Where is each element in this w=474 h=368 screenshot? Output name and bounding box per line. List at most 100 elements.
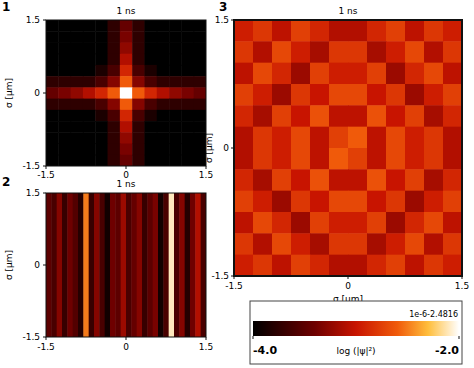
heatmap-cell xyxy=(169,99,182,111)
heatmap-cell xyxy=(405,255,425,276)
heatmap-cell xyxy=(181,121,194,133)
heatmap-cell xyxy=(71,110,84,122)
heatmap-cell xyxy=(46,65,59,77)
heatmap-cell xyxy=(367,63,387,85)
heatmap-cell xyxy=(424,148,444,170)
heatmap-cell xyxy=(94,193,100,337)
heatmap-cell xyxy=(153,193,159,337)
heatmap-cell xyxy=(120,144,133,156)
heatmap-cell xyxy=(181,20,194,32)
heatmap-cell xyxy=(179,193,185,337)
heatmap-cell xyxy=(120,20,133,32)
heatmap-cell xyxy=(367,41,387,63)
y-tick-label: -1.5 xyxy=(22,332,40,342)
heatmap-cell xyxy=(181,155,194,166)
y-tick-label: 1.5 xyxy=(26,15,40,25)
heatmap-cell xyxy=(291,20,311,42)
heatmap-cell xyxy=(310,191,330,213)
heatmap-cell xyxy=(89,193,95,337)
heatmap-cell xyxy=(73,193,79,337)
heatmap-cell xyxy=(58,87,71,99)
heatmap-cell xyxy=(132,31,145,43)
heatmap-cell xyxy=(194,42,206,54)
colorbar-label: log (|ψ|²) xyxy=(336,346,375,356)
heatmap-cell xyxy=(132,20,145,32)
heatmap-cell xyxy=(386,255,406,276)
heatmap-cell xyxy=(405,191,425,213)
heatmap-cell xyxy=(234,169,254,191)
heatmap-cell xyxy=(194,110,206,122)
heatmap-cell xyxy=(95,155,108,166)
heatmap-cell xyxy=(386,169,406,191)
heatmap-cell xyxy=(386,127,406,149)
heatmap-cell xyxy=(108,121,121,133)
heatmap-cell xyxy=(253,84,273,106)
heatmap-cell xyxy=(367,84,387,106)
heatmap-cell xyxy=(195,193,201,337)
heatmap-cell xyxy=(132,121,145,133)
y-tick-label: 1.5 xyxy=(26,188,40,198)
x-tick-label: 0 xyxy=(123,342,129,352)
heatmap-cell xyxy=(181,99,194,111)
heatmap-cell xyxy=(108,31,121,43)
heatmap-cell xyxy=(83,20,96,32)
heatmap-cell xyxy=(144,99,157,111)
heatmap-cell xyxy=(234,41,254,63)
plot-frame xyxy=(234,20,462,276)
heatmap-cell xyxy=(105,193,111,337)
heatmap-cell xyxy=(234,127,254,149)
heatmap-cell xyxy=(291,63,311,85)
heatmap-cell xyxy=(405,63,425,85)
title: 1 ns xyxy=(339,6,358,16)
heatmap-cell xyxy=(71,20,84,32)
heatmap-cell xyxy=(58,76,71,88)
heatmap-cell xyxy=(194,65,206,77)
heatmap-cell xyxy=(83,99,96,111)
heatmap-cell xyxy=(329,233,349,255)
heatmap-cell xyxy=(144,31,157,43)
heatmap-cell xyxy=(144,87,157,99)
y-tick-label: -1.5 xyxy=(22,161,40,171)
heatmap-cell xyxy=(310,255,330,276)
heatmap-cell xyxy=(120,54,133,66)
heatmap-cell xyxy=(405,105,425,127)
x-tick-label: 0 xyxy=(345,281,351,291)
x-tick xyxy=(206,166,207,169)
heatmap-cell xyxy=(386,233,406,255)
heatmap-cell xyxy=(169,87,182,99)
heatmap-cell xyxy=(386,41,406,63)
heatmap-cell xyxy=(132,155,145,166)
y-tick-label: 0 xyxy=(223,143,229,153)
heatmap-cell xyxy=(58,20,71,32)
heatmap-cell xyxy=(291,169,311,191)
heatmap-cell xyxy=(272,212,292,234)
heatmap-cell xyxy=(132,42,145,54)
heatmap-cell xyxy=(83,54,96,66)
heatmap-cell xyxy=(108,20,121,32)
heatmap-cell xyxy=(253,169,273,191)
plot-frame xyxy=(46,193,206,337)
heatmap-cell xyxy=(348,212,368,234)
heatmap-cell xyxy=(169,110,182,122)
heatmap-cell xyxy=(291,255,311,276)
heatmap-cell xyxy=(329,255,349,276)
heatmap-cell xyxy=(443,148,462,170)
heatmap-cell xyxy=(443,212,462,234)
heatmap-cell xyxy=(83,193,89,337)
heatmap-cell xyxy=(144,132,157,144)
heatmap-cell xyxy=(443,105,462,127)
heatmap-cell xyxy=(348,233,368,255)
heatmap-cell xyxy=(386,20,406,42)
heatmap-cell xyxy=(163,193,169,337)
heatmap-cell xyxy=(158,193,164,337)
heatmap-cell xyxy=(443,255,462,276)
heatmap-cell xyxy=(108,99,121,111)
heatmap-cell xyxy=(157,65,170,77)
heatmap-cell xyxy=(144,155,157,166)
heatmap-cell xyxy=(253,233,273,255)
heatmap-cell xyxy=(132,76,145,88)
heatmap-cell xyxy=(157,121,170,133)
heatmap-cell xyxy=(58,155,71,166)
heatmap-cell xyxy=(95,65,108,77)
heatmap-cell xyxy=(71,144,84,156)
